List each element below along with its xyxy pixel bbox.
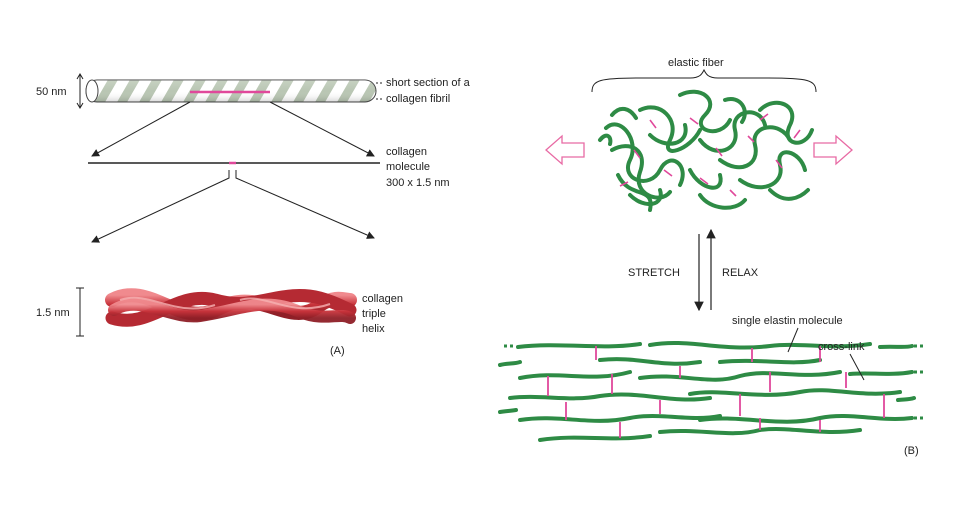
network-crosslinks <box>547 346 885 438</box>
panel-b-letter: (B) <box>904 445 919 457</box>
elastic-fiber-label: elastic fiber <box>668 57 724 69</box>
stretch-label: STRETCH <box>628 267 680 279</box>
fibril-diameter-label: 50 nm <box>36 86 67 98</box>
collagen-triple-helix <box>105 288 357 327</box>
collagen-fibril <box>85 79 377 103</box>
fibril-diameter-marker: 50 nm <box>36 73 84 109</box>
fiber-crosslinks <box>619 113 801 197</box>
pull-left-arrow <box>545 134 585 166</box>
molecule-label-line2: molecule <box>386 161 430 173</box>
pull-right-arrow <box>813 134 853 166</box>
network-gaps <box>504 344 924 420</box>
stretched-elastin-network <box>498 341 916 442</box>
relax-label: RELAX <box>722 267 759 279</box>
elastin-molecule-label: single elastin molecule <box>732 315 843 327</box>
helix-diameter-label: 1.5 nm <box>36 307 70 319</box>
helix-diameter-marker: 1.5 nm <box>36 287 84 337</box>
panel-a: 50 nm short section of a collagen fibril… <box>36 73 471 357</box>
elastin-pointer <box>787 327 799 353</box>
helix-label-line2: triple <box>362 308 386 320</box>
crosslink-label: cross-link <box>818 341 865 353</box>
fibril-label-line1: short section of a <box>386 77 471 89</box>
fibril-label-line2: collagen fibril <box>386 93 450 105</box>
molecule-label-line1: collagen <box>386 146 427 158</box>
helix-label-line1: collagen <box>362 293 403 305</box>
helix-label-line3: helix <box>362 323 385 335</box>
elastic-fiber-tangle <box>598 89 814 212</box>
fiber-brace <box>591 68 817 93</box>
crosslink-pointer <box>849 353 865 381</box>
panel-a-letter: (A) <box>330 345 345 357</box>
molecule-label-line3: 300 x 1.5 nm <box>386 177 450 189</box>
panel-b: elastic fiber <box>498 57 924 457</box>
